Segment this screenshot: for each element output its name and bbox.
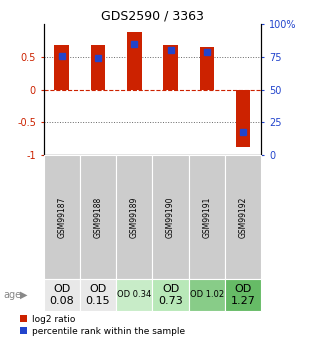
Text: GSM99192: GSM99192 [239, 197, 248, 238]
Text: ▶: ▶ [20, 290, 28, 300]
Bar [163, 45, 178, 90]
Text: OD
0.15: OD 0.15 [86, 284, 110, 306]
Text: GSM99189: GSM99189 [130, 197, 139, 238]
Text: OD
0.73: OD 0.73 [158, 284, 183, 306]
Bar [127, 32, 142, 90]
Bar [44, 155, 80, 279]
Text: OD 0.34: OD 0.34 [117, 290, 151, 299]
Bar [189, 279, 225, 311]
Text: GSM99187: GSM99187 [57, 197, 66, 238]
Text: OD 1.02: OD 1.02 [190, 290, 224, 299]
Title: GDS2590 / 3363: GDS2590 / 3363 [101, 10, 204, 23]
Text: GSM99191: GSM99191 [202, 197, 211, 238]
Bar [116, 155, 152, 279]
Text: age: age [3, 290, 21, 300]
Bar [189, 155, 225, 279]
Bar [80, 155, 116, 279]
Text: OD
0.08: OD 0.08 [49, 284, 74, 306]
Text: GSM99188: GSM99188 [94, 197, 102, 238]
Bar [80, 279, 116, 311]
Bar [200, 47, 214, 90]
Text: GSM99190: GSM99190 [166, 197, 175, 238]
Bar [44, 279, 80, 311]
Bar [236, 90, 250, 147]
Bar [225, 279, 261, 311]
Bar [54, 45, 69, 90]
Bar [152, 279, 189, 311]
Legend: log2 ratio, percentile rank within the sample: log2 ratio, percentile rank within the s… [20, 315, 185, 336]
Bar [225, 155, 261, 279]
Bar [152, 155, 189, 279]
Bar [116, 279, 152, 311]
Bar [91, 45, 105, 90]
Text: OD
1.27: OD 1.27 [231, 284, 256, 306]
